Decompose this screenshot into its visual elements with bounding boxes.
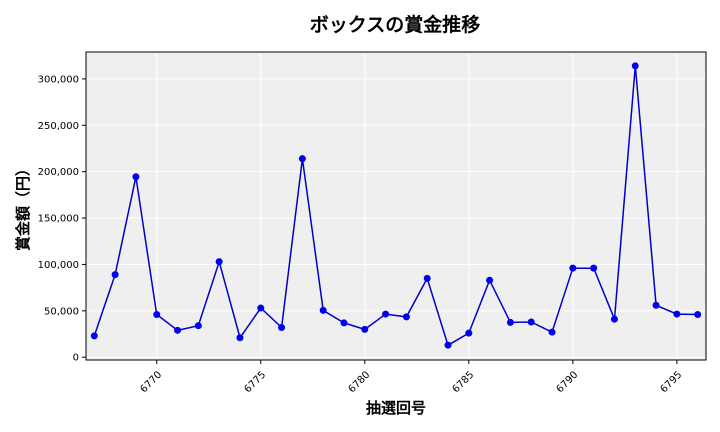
data-point (111, 271, 119, 279)
data-point (194, 322, 202, 330)
x-tick-label: 6790 (555, 369, 581, 395)
x-axis-ticks: 6770 6775 6780 6785 6790 6795 (138, 360, 684, 395)
data-point (610, 315, 618, 323)
data-point (423, 274, 431, 282)
x-tick-label: 6770 (138, 369, 164, 395)
plot-frame (85, 51, 707, 361)
plot-area (86, 52, 706, 360)
series-line (93, 65, 698, 347)
data-point (548, 328, 556, 336)
data-point (402, 313, 410, 321)
data-point (174, 326, 182, 334)
data-point (486, 276, 494, 284)
data-point (340, 319, 348, 327)
y-axis-ticks: 0 50,000 100,000 150,000 200,000 250,000 300,0… (38, 74, 86, 364)
chart-title: ボックスの賞金推移 (310, 13, 480, 36)
y-tick-label: 300,000 (38, 74, 79, 85)
y-tick-label: 150,000 (38, 214, 79, 225)
data-point (694, 311, 702, 319)
data-point (673, 310, 681, 318)
y-tick-label: 250,000 (38, 121, 79, 132)
data-point (465, 329, 473, 337)
data-point (236, 334, 244, 342)
data-point (506, 318, 514, 326)
data-point (652, 301, 660, 309)
y-tick-label: 0 (73, 353, 79, 364)
x-axis-label: 抽選回号 (366, 399, 426, 417)
data-point (132, 173, 140, 181)
y-tick-label: 100,000 (38, 260, 79, 271)
data-point (361, 325, 369, 333)
data-point (527, 318, 535, 326)
grid (86, 52, 706, 360)
data-point (257, 304, 265, 312)
data-point (590, 264, 598, 272)
x-tick-label: 6795 (659, 369, 685, 395)
y-tick-label: 50,000 (44, 306, 79, 317)
data-point (278, 324, 286, 332)
y-tick-label: 200,000 (38, 167, 79, 178)
data-point (382, 310, 390, 318)
data-point (444, 341, 452, 349)
data-points (90, 62, 702, 349)
data-point (90, 332, 98, 340)
y-axis-label: 賞金額（円） (14, 161, 32, 251)
data-point (215, 258, 223, 266)
data-point (153, 311, 161, 319)
data-point (569, 264, 577, 272)
x-tick-label: 6775 (243, 369, 269, 395)
data-point (631, 62, 639, 70)
data-point (319, 306, 327, 314)
data-point (298, 155, 306, 163)
x-tick-label: 6785 (451, 369, 477, 395)
x-tick-label: 6780 (347, 369, 373, 395)
